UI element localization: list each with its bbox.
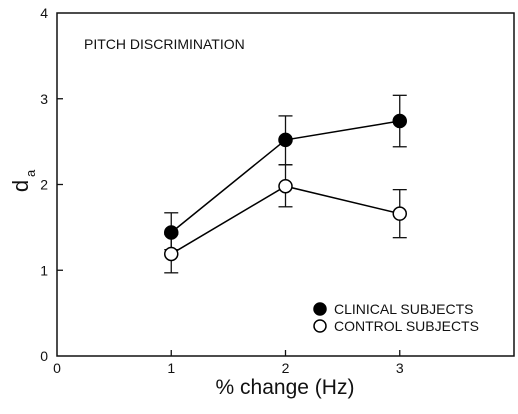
x-tick-label: 0 [53, 360, 61, 376]
data-point-clinical-subjects [392, 113, 407, 129]
x-tick-label: 3 [396, 360, 404, 376]
y-tick-label: 1 [40, 262, 48, 278]
data-point-clinical-subjects [278, 132, 293, 148]
series-layer [164, 94, 407, 274]
data-point-control-subjects [278, 178, 293, 194]
y-tick-label: 0 [40, 348, 48, 364]
y-axis-label-main: d [8, 180, 33, 192]
data-point-control-subjects [392, 206, 407, 221]
legend-label: CONTROL SUBJECTS [334, 318, 479, 334]
y-axis-label: d a [8, 169, 38, 192]
x-tick-label: 1 [167, 360, 175, 376]
x-axis-label: % change (Hz) [216, 376, 355, 399]
y-axis-ticks: 0 1 2 3 4 [40, 5, 63, 364]
chart-annotation: PITCH DISCRIMINATION [84, 36, 245, 52]
x-axis-ticks: 0 1 2 3 [53, 350, 404, 376]
legend-label: CLINICAL SUBJECTS [334, 301, 474, 317]
legend-marker [313, 302, 327, 316]
legend-marker [313, 319, 327, 333]
x-tick-label: 2 [282, 360, 290, 376]
data-point-control-subjects [164, 246, 179, 262]
y-tick-label: 4 [40, 5, 48, 21]
y-axis-label-subscript: a [23, 169, 38, 177]
y-tick-label: 3 [40, 91, 48, 107]
data-point-clinical-subjects [164, 225, 179, 240]
y-tick-label: 2 [40, 177, 48, 193]
